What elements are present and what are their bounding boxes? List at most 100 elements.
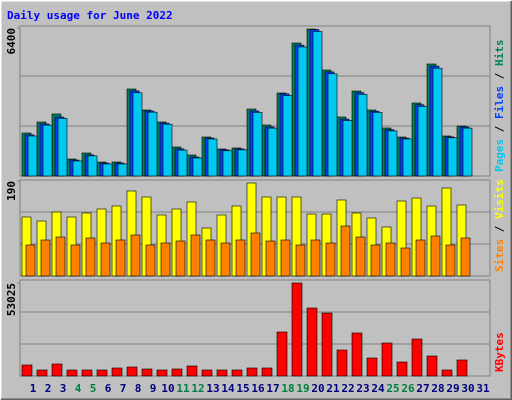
x-tick-label: 28 [431,382,444,395]
bar [237,149,248,177]
bar [162,123,173,177]
bar [160,242,171,277]
bar [220,242,231,277]
x-tick-label: 31 [476,382,490,395]
x-tick-label: 9 [150,382,157,395]
bar [246,367,258,377]
legend-separator: / [493,119,506,139]
bar [87,155,98,177]
bar [426,355,438,377]
y-tick-label: 190 [5,181,18,201]
bar [385,242,396,277]
bar [432,67,443,177]
x-tick-label: 18 [281,382,294,395]
bar [102,163,113,177]
bar [325,242,336,277]
bar [261,367,273,377]
x-tick-label: 24 [371,382,385,395]
bar [25,244,36,277]
bar [327,73,338,177]
bar [72,160,83,177]
bar [42,124,53,177]
bar [57,118,68,177]
x-tick-label: 23 [356,382,369,395]
bar [100,242,111,277]
bar [231,369,243,377]
legend-entry: Pages [493,139,506,172]
x-tick-label: 6 [105,382,112,395]
bar [372,112,383,177]
x-tick-label: 25 [386,382,399,395]
bar [265,240,276,277]
x-tick-label: 5 [90,382,97,395]
x-tick-label: 8 [135,382,142,395]
bar [387,130,398,177]
bar [310,239,321,277]
bar [430,235,441,277]
bar [366,357,378,377]
bar [81,369,93,377]
x-tick-label: 15 [236,382,249,395]
x-tick-label: 21 [326,382,340,395]
x-tick-label: 27 [416,382,429,395]
bar [186,365,198,377]
bar [40,239,51,277]
x-tick-label: 13 [206,382,219,395]
bar [342,120,353,177]
bar [340,225,351,277]
bar [130,234,141,277]
bar [21,364,33,377]
bar [445,244,456,277]
bar [201,369,213,377]
x-tick-label: 16 [251,382,265,395]
x-tick-label: 17 [266,382,279,395]
legend-entry: KBytes [493,332,506,372]
x-tick-label: 30 [461,382,474,395]
x-tick-label: 14 [221,382,235,395]
bar [321,312,333,377]
x-tick-label: 19 [296,382,309,395]
x-tick-label: 3 [60,382,67,395]
y-tick-label: 53025 [5,283,18,316]
legend-separator: / [493,219,506,239]
bar [171,368,183,377]
bar [447,137,458,177]
bar [235,239,246,277]
bar [306,307,318,377]
x-tick-label: 2 [45,382,52,395]
bar [132,92,143,177]
bar [381,342,393,377]
bar [396,361,408,377]
bar [351,332,363,377]
bar [117,163,128,177]
bar [126,366,138,377]
bar [85,237,96,277]
chart-title: Daily usage for June 2022 [7,9,173,22]
bar [51,363,63,377]
bar [267,127,278,177]
bar [250,232,261,277]
bar [145,244,156,277]
x-tick-label: 4 [75,382,82,395]
legend-entry: Visits [493,179,506,219]
bar [192,157,203,177]
bar [411,338,423,377]
bar [252,112,263,177]
x-tick-label: 22 [341,382,354,395]
legend: Pages / Files / Hits [493,40,506,173]
bar [115,239,126,277]
bar [460,237,471,277]
bar [370,244,381,277]
bar [400,247,411,277]
bar [27,135,38,177]
bar [141,368,153,377]
bar [282,95,293,177]
legend-entry: Sites [493,239,506,272]
bar [175,240,186,277]
bar [70,244,81,277]
bar [456,359,468,377]
bar [216,369,228,377]
bar [55,236,66,277]
